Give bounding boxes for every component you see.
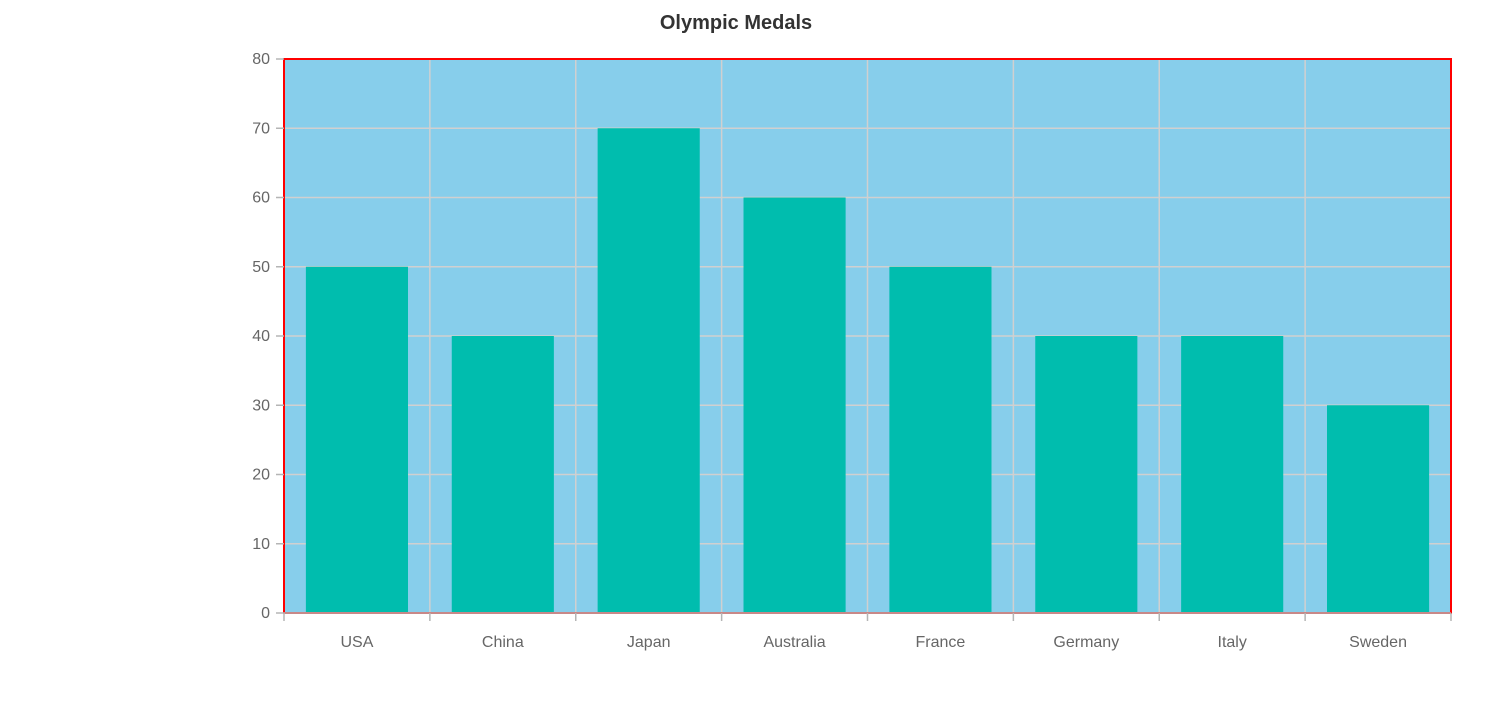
bar-germany[interactable] [1035, 336, 1138, 613]
y-tick-label: 40 [252, 328, 270, 345]
bar-usa[interactable] [305, 266, 408, 613]
x-tick-label: France [916, 634, 966, 651]
y-tick-label: 20 [252, 467, 270, 484]
y-tick-label: 50 [252, 259, 270, 276]
bar-sweden[interactable] [1327, 405, 1430, 613]
x-tick-label: Australia [763, 634, 825, 651]
y-tick-label: 30 [252, 397, 270, 414]
bar-australia[interactable] [743, 197, 846, 614]
x-axis-tick-labels: USA China Japan Australia France Germany Italy… [340, 634, 1406, 651]
x-tick-label: Sweden [1349, 634, 1407, 651]
y-axis-tick-labels: 0 10 20 30 40 50 60 70 80 [252, 51, 270, 622]
bar-japan[interactable] [597, 128, 700, 613]
y-tick-label: 80 [252, 51, 270, 68]
x-tick-label: Italy [1218, 634, 1247, 651]
x-tick-label: Japan [627, 634, 671, 651]
bars [305, 128, 1430, 614]
axes [276, 58, 1452, 621]
x-tick-label: China [482, 634, 524, 651]
x-tick-label: USA [340, 634, 373, 651]
y-tick-label: 0 [261, 605, 270, 622]
bar-italy[interactable] [1181, 336, 1284, 613]
bar-france[interactable] [889, 266, 992, 613]
y-tick-label: 70 [252, 120, 270, 137]
x-tick-label: Germany [1053, 634, 1119, 651]
bar-china[interactable] [451, 336, 554, 613]
y-tick-label: 60 [252, 190, 270, 207]
y-tick-label: 10 [252, 536, 270, 553]
chart-title: Olympic Medals [660, 12, 812, 34]
